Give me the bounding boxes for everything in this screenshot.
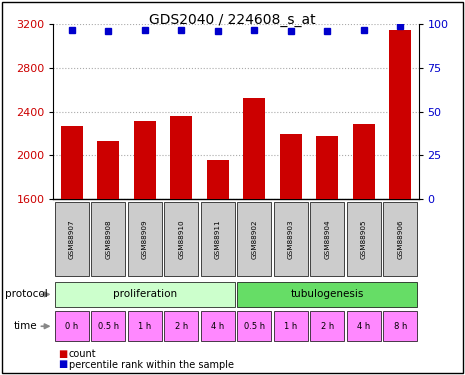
Bar bbox=[97, 141, 119, 199]
Bar bbox=[91, 311, 126, 341]
Bar bbox=[310, 202, 345, 276]
Bar bbox=[61, 126, 83, 199]
Text: GSM88904: GSM88904 bbox=[324, 219, 330, 259]
Bar bbox=[383, 202, 418, 276]
Bar bbox=[316, 136, 338, 199]
Text: GSM88906: GSM88906 bbox=[397, 219, 403, 259]
Bar bbox=[127, 202, 162, 276]
Bar bbox=[54, 202, 89, 276]
Bar bbox=[200, 311, 235, 341]
Text: 2 h: 2 h bbox=[175, 322, 188, 331]
Text: GSM88902: GSM88902 bbox=[251, 219, 257, 259]
Bar bbox=[237, 282, 418, 307]
Text: time: time bbox=[14, 321, 38, 331]
Bar bbox=[273, 202, 308, 276]
Bar bbox=[164, 202, 199, 276]
Text: 4 h: 4 h bbox=[357, 322, 370, 331]
Text: GSM88908: GSM88908 bbox=[105, 219, 111, 259]
Bar bbox=[54, 311, 89, 341]
Bar bbox=[346, 311, 381, 341]
Text: 1 h: 1 h bbox=[138, 322, 151, 331]
Text: 0.5 h: 0.5 h bbox=[98, 322, 119, 331]
Text: 2 h: 2 h bbox=[321, 322, 334, 331]
Text: protocol: protocol bbox=[5, 290, 47, 299]
Text: GSM88907: GSM88907 bbox=[69, 219, 75, 259]
Text: 4 h: 4 h bbox=[211, 322, 224, 331]
Text: proliferation: proliferation bbox=[113, 290, 177, 299]
Text: 1 h: 1 h bbox=[284, 322, 297, 331]
Bar bbox=[127, 311, 162, 341]
Bar bbox=[273, 311, 308, 341]
Bar bbox=[310, 311, 345, 341]
Text: 8 h: 8 h bbox=[393, 322, 407, 331]
Text: GSM88911: GSM88911 bbox=[215, 219, 221, 259]
Text: 0.5 h: 0.5 h bbox=[244, 322, 265, 331]
Bar bbox=[170, 116, 192, 199]
Bar bbox=[237, 311, 272, 341]
Text: tubulogenesis: tubulogenesis bbox=[291, 290, 364, 299]
Text: percentile rank within the sample: percentile rank within the sample bbox=[69, 360, 234, 369]
Bar bbox=[164, 311, 199, 341]
Bar bbox=[91, 202, 126, 276]
Text: ■: ■ bbox=[58, 350, 67, 359]
Bar bbox=[389, 30, 411, 199]
Bar bbox=[346, 202, 381, 276]
Bar bbox=[353, 123, 375, 199]
Text: GSM88909: GSM88909 bbox=[142, 219, 148, 259]
Bar bbox=[243, 99, 265, 199]
Text: 0 h: 0 h bbox=[65, 322, 78, 331]
Bar bbox=[134, 122, 156, 199]
Text: GSM88905: GSM88905 bbox=[361, 219, 367, 259]
Text: GSM88903: GSM88903 bbox=[288, 219, 294, 259]
Bar bbox=[383, 311, 418, 341]
Text: ■: ■ bbox=[58, 360, 67, 369]
Bar bbox=[207, 159, 229, 199]
Text: GDS2040 / 224608_s_at: GDS2040 / 224608_s_at bbox=[149, 13, 316, 27]
Bar bbox=[200, 202, 235, 276]
Bar bbox=[280, 135, 302, 199]
Text: count: count bbox=[69, 350, 96, 359]
Bar bbox=[237, 202, 272, 276]
Text: GSM88910: GSM88910 bbox=[178, 219, 184, 259]
Bar bbox=[54, 282, 235, 307]
